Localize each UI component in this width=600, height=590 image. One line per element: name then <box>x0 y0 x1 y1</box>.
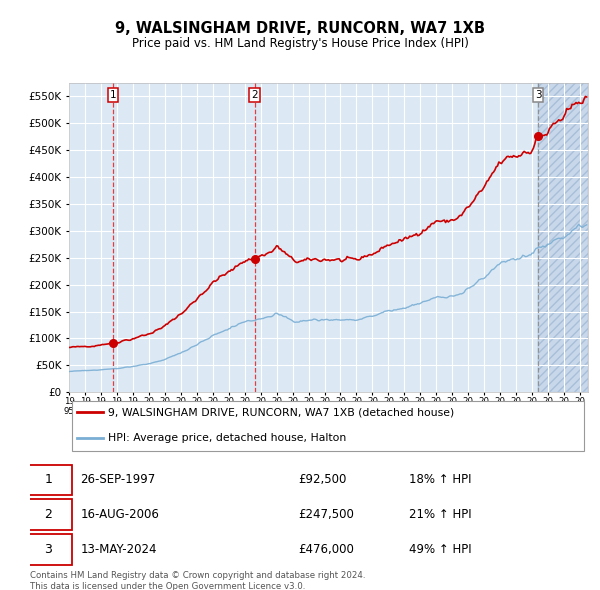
Text: 1: 1 <box>44 473 52 486</box>
Text: Price paid vs. HM Land Registry's House Price Index (HPI): Price paid vs. HM Land Registry's House … <box>131 37 469 50</box>
Text: £92,500: £92,500 <box>298 473 346 486</box>
Text: 26-SEP-1997: 26-SEP-1997 <box>80 473 155 486</box>
FancyBboxPatch shape <box>25 500 72 530</box>
Text: 2: 2 <box>44 508 52 522</box>
Text: 3: 3 <box>535 90 541 100</box>
Text: 49% ↑ HPI: 49% ↑ HPI <box>409 543 472 556</box>
Text: 21% ↑ HPI: 21% ↑ HPI <box>409 508 472 522</box>
Text: Contains HM Land Registry data © Crown copyright and database right 2024.: Contains HM Land Registry data © Crown c… <box>30 571 365 579</box>
FancyBboxPatch shape <box>71 401 584 451</box>
FancyBboxPatch shape <box>25 535 72 565</box>
Text: 16-AUG-2006: 16-AUG-2006 <box>80 508 159 522</box>
Text: £247,500: £247,500 <box>298 508 354 522</box>
FancyBboxPatch shape <box>25 464 72 495</box>
Text: 3: 3 <box>44 543 52 556</box>
Text: HPI: Average price, detached house, Halton: HPI: Average price, detached house, Halt… <box>108 433 346 443</box>
Text: £476,000: £476,000 <box>298 543 354 556</box>
Text: 13-MAY-2024: 13-MAY-2024 <box>80 543 157 556</box>
Text: 2: 2 <box>251 90 258 100</box>
Text: 9, WALSINGHAM DRIVE, RUNCORN, WA7 1XB (detached house): 9, WALSINGHAM DRIVE, RUNCORN, WA7 1XB (d… <box>108 408 454 417</box>
Text: This data is licensed under the Open Government Licence v3.0.: This data is licensed under the Open Gov… <box>30 582 305 590</box>
Text: 9, WALSINGHAM DRIVE, RUNCORN, WA7 1XB: 9, WALSINGHAM DRIVE, RUNCORN, WA7 1XB <box>115 21 485 35</box>
Text: 1: 1 <box>109 90 116 100</box>
Text: 18% ↑ HPI: 18% ↑ HPI <box>409 473 472 486</box>
Bar <box>538 83 588 392</box>
Bar <box>538 83 588 392</box>
